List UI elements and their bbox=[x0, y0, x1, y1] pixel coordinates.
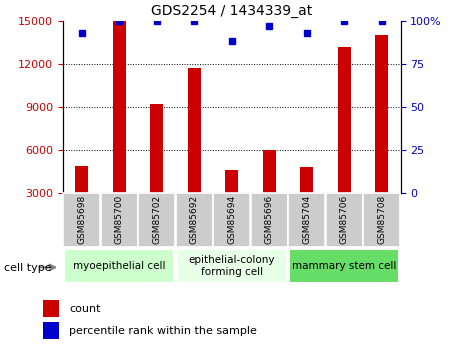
Text: GSM85704: GSM85704 bbox=[302, 195, 311, 244]
Bar bbox=[150, 104, 163, 193]
Bar bbox=[43, 300, 59, 317]
Text: cell type: cell type bbox=[4, 264, 52, 273]
FancyBboxPatch shape bbox=[139, 193, 175, 247]
Bar bbox=[188, 68, 201, 193]
Bar bbox=[338, 47, 351, 193]
FancyBboxPatch shape bbox=[326, 193, 363, 247]
FancyBboxPatch shape bbox=[364, 193, 400, 247]
Text: myoepithelial cell: myoepithelial cell bbox=[73, 261, 166, 271]
FancyBboxPatch shape bbox=[176, 193, 212, 247]
FancyBboxPatch shape bbox=[213, 193, 250, 247]
Bar bbox=[225, 170, 238, 193]
Text: mammary stem cell: mammary stem cell bbox=[292, 261, 396, 271]
Bar bbox=[300, 167, 313, 193]
Text: GSM85698: GSM85698 bbox=[77, 195, 86, 244]
Text: GSM85694: GSM85694 bbox=[227, 195, 236, 244]
FancyBboxPatch shape bbox=[63, 193, 100, 247]
Text: GSM85700: GSM85700 bbox=[115, 195, 124, 244]
Bar bbox=[375, 35, 388, 193]
Title: GDS2254 / 1434339_at: GDS2254 / 1434339_at bbox=[151, 4, 312, 18]
Text: GSM85708: GSM85708 bbox=[377, 195, 386, 244]
FancyBboxPatch shape bbox=[288, 193, 325, 247]
Bar bbox=[43, 322, 59, 339]
Text: GSM85692: GSM85692 bbox=[190, 195, 199, 244]
FancyBboxPatch shape bbox=[251, 193, 288, 247]
Bar bbox=[75, 166, 88, 193]
FancyBboxPatch shape bbox=[176, 249, 287, 283]
Text: GSM85706: GSM85706 bbox=[340, 195, 349, 244]
Bar bbox=[112, 21, 126, 193]
Text: GSM85702: GSM85702 bbox=[152, 195, 161, 244]
Text: epithelial-colony
forming cell: epithelial-colony forming cell bbox=[189, 255, 275, 277]
FancyBboxPatch shape bbox=[64, 249, 175, 283]
Text: count: count bbox=[69, 304, 101, 314]
Text: percentile rank within the sample: percentile rank within the sample bbox=[69, 326, 257, 336]
FancyBboxPatch shape bbox=[289, 249, 400, 283]
Bar bbox=[263, 150, 276, 193]
FancyBboxPatch shape bbox=[101, 193, 138, 247]
Text: GSM85696: GSM85696 bbox=[265, 195, 274, 244]
